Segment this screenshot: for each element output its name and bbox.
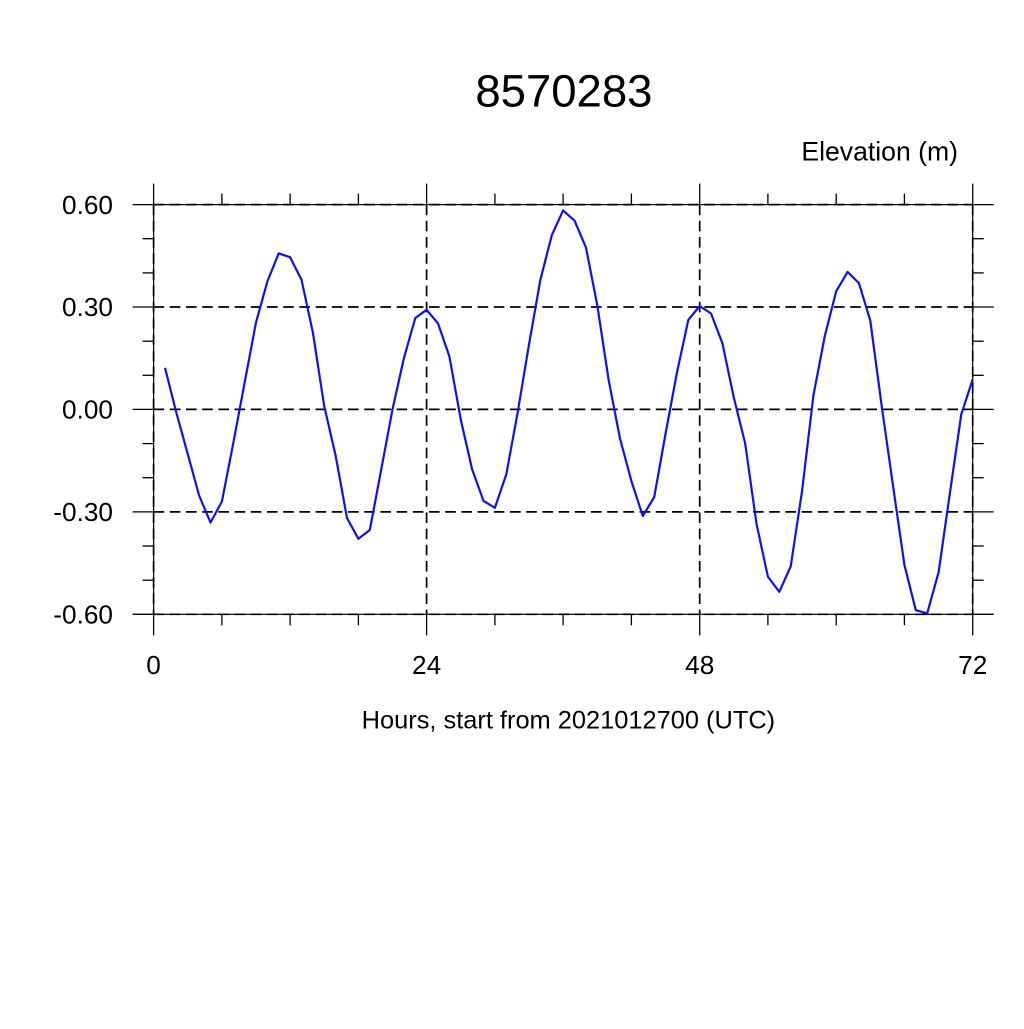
- svg-text:0.60: 0.60: [62, 190, 113, 220]
- svg-text:Hours, start from 2021012700 (: Hours, start from 2021012700 (UTC): [362, 707, 775, 735]
- svg-text:-0.30: -0.30: [53, 497, 113, 527]
- svg-text:24: 24: [412, 650, 441, 680]
- svg-text:72: 72: [958, 650, 987, 680]
- svg-text:Elevation (m): Elevation (m): [801, 137, 958, 167]
- svg-text:-0.60: -0.60: [53, 600, 113, 630]
- svg-text:0.30: 0.30: [62, 292, 113, 322]
- svg-text:8570283: 8570283: [475, 66, 652, 117]
- svg-text:0: 0: [146, 650, 161, 680]
- svg-text:0.00: 0.00: [62, 395, 113, 425]
- svg-text:48: 48: [685, 650, 714, 680]
